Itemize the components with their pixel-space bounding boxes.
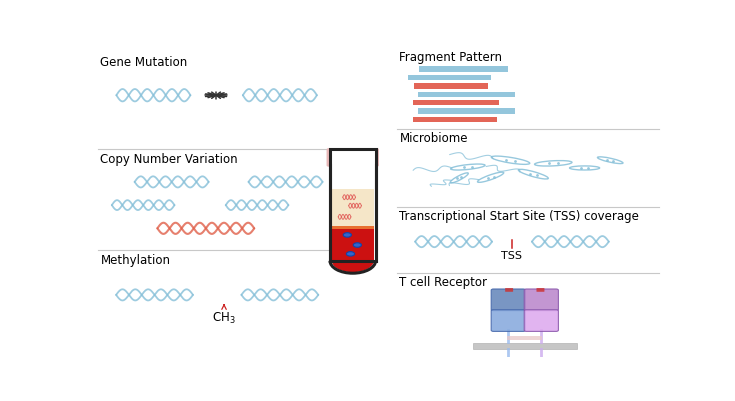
Bar [412,117,497,123]
Text: Copy Number Variation: Copy Number Variation [101,153,238,166]
Bar [473,343,577,350]
Text: Fragment Pattern: Fragment Pattern [400,51,503,64]
FancyBboxPatch shape [330,150,376,261]
Circle shape [346,252,354,257]
Bar [415,84,488,89]
FancyBboxPatch shape [491,289,526,311]
Bar [412,101,499,106]
Bar [331,190,373,227]
FancyBboxPatch shape [326,149,379,167]
Bar [408,76,491,81]
Text: Methylation: Methylation [101,253,171,266]
Bar [418,92,515,98]
Text: CH$_3$: CH$_3$ [212,310,236,325]
FancyBboxPatch shape [491,310,526,332]
Bar [420,67,508,73]
FancyBboxPatch shape [524,310,559,332]
Bar [331,227,373,230]
FancyBboxPatch shape [524,289,559,311]
Text: Transcriptional Start Site (TSS) coverage: Transcriptional Start Site (TSS) coverag… [400,209,639,222]
Bar [331,230,373,261]
Text: T cell Receptor: T cell Receptor [400,275,487,289]
FancyBboxPatch shape [505,288,513,292]
Text: Microbiome: Microbiome [400,132,468,145]
Circle shape [343,233,351,237]
Bar [417,109,514,115]
FancyBboxPatch shape [537,288,545,292]
Circle shape [330,249,376,273]
Text: Gene Mutation: Gene Mutation [101,56,187,69]
Circle shape [331,250,373,273]
Bar [507,336,542,340]
Text: TSS: TSS [501,251,522,261]
Circle shape [354,243,362,248]
